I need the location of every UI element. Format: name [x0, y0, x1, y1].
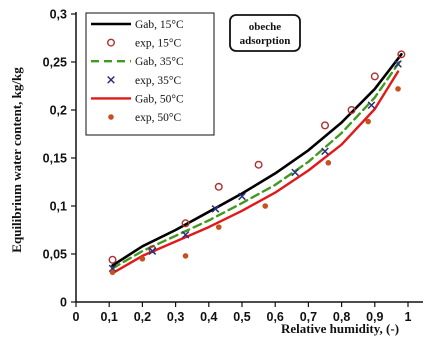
data-point — [370, 72, 379, 81]
y-tick-label: 0,1 — [50, 200, 67, 214]
y-tick-label: 0,3 — [50, 8, 67, 22]
legend-entry: exp, 15°C — [106, 38, 181, 50]
y-tick-label: 0,05 — [43, 248, 67, 262]
legend-entry: Gab, 50°C — [91, 93, 184, 105]
data-point — [211, 205, 220, 213]
data-point — [325, 160, 332, 166]
x-tick-label: 0,3 — [167, 310, 184, 324]
legend-label: Gab, 35°C — [135, 56, 184, 68]
legend-swatch — [108, 114, 114, 120]
legend: Gab, 15°C exp, 15°C Gab, 35°C exp, 35°C Gab,… — [85, 12, 215, 136]
data-point — [181, 230, 190, 239]
data-point — [139, 255, 146, 262]
series-lines — [111, 52, 403, 275]
series-line — [111, 57, 403, 270]
data-point — [182, 253, 189, 259]
x-tick-label: 1 — [405, 310, 412, 324]
series-markers — [108, 50, 406, 276]
data-point — [109, 269, 116, 276]
data-point — [215, 224, 222, 230]
x-tick-label: 0,4 — [200, 310, 217, 324]
x-tick-label: 0,1 — [101, 310, 118, 324]
y-tick-label: 0 — [60, 296, 67, 310]
annotation-box — [229, 14, 301, 52]
x-tick-label: 0 — [73, 310, 80, 324]
legend-label: Gab, 50°C — [135, 93, 184, 105]
series-line — [111, 52, 403, 267]
x-ticks: 0 0,1 0,2 0,3 0,4 0,5 0,6 0,7 0,8 0,9 1 — [73, 302, 412, 324]
y-tick-label: 0,25 — [43, 56, 67, 70]
legend-entry: exp, 50°C — [108, 112, 181, 124]
y-axis-title: Equilibrium water content, kg/kg — [9, 67, 24, 253]
y-tick-label: 0,2 — [50, 104, 67, 118]
legend-swatch — [107, 75, 115, 84]
data-point — [394, 60, 402, 68]
x-axis-title: Relative humidity, (-) — [281, 321, 399, 336]
legend-label: exp, 15°C — [135, 38, 181, 50]
data-point — [365, 118, 371, 125]
x-tick-label: 0,7 — [300, 310, 317, 324]
data-point — [181, 219, 190, 228]
data-point — [254, 160, 263, 169]
x-tick-label: 0,9 — [366, 310, 383, 324]
data-point — [238, 192, 246, 201]
y-tick-label: 0,15 — [43, 152, 67, 166]
legend-box — [85, 12, 215, 136]
legend-label: exp, 50°C — [135, 112, 181, 124]
legend-entry: Gab, 15°C — [91, 19, 184, 31]
annotation-line-2: adsorption — [240, 35, 291, 47]
data-point — [367, 101, 376, 110]
x-tick-label: 0,2 — [134, 310, 151, 324]
x-tick-label: 0,6 — [267, 310, 284, 324]
legend-entry: exp, 35°C — [107, 75, 181, 87]
annotation: obeche adsorption — [229, 14, 301, 52]
data-point — [395, 86, 401, 92]
data-point — [108, 255, 117, 264]
series-line — [111, 70, 400, 275]
x-tick-label: 0,5 — [233, 310, 250, 324]
annotation-line-1: obeche — [249, 21, 282, 33]
data-point — [397, 50, 406, 59]
data-point — [321, 121, 330, 130]
x-tick-label: 0,8 — [333, 310, 350, 324]
legend-entry: Gab, 35°C — [91, 56, 184, 68]
data-point — [148, 247, 157, 255]
legend-entries: Gab, 15°C exp, 15°C Gab, 35°C exp, 35°C Gab,… — [91, 19, 184, 124]
data-point — [347, 105, 356, 114]
data-point — [321, 147, 329, 156]
legend-label: Gab, 15°C — [135, 19, 184, 31]
legend-label: exp, 35°C — [135, 75, 181, 87]
legend-swatch — [106, 38, 115, 47]
data-point — [214, 182, 223, 191]
y-ticks: 0 0,05 0,1 0,15 0,2 0,25 0,3 — [43, 8, 76, 310]
data-point — [291, 168, 299, 177]
data-point — [148, 245, 157, 254]
data-point — [262, 203, 269, 209]
